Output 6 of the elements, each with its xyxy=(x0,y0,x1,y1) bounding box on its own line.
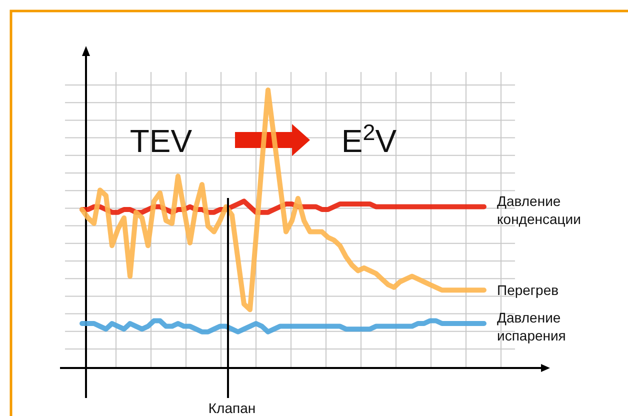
series-label: Давление испарения xyxy=(497,310,566,344)
annotation: E$^{2}$V xyxy=(341,120,398,159)
series-label: Перегрев xyxy=(497,282,559,298)
annotation: TEV xyxy=(130,123,193,159)
series-label: Давление конденсации xyxy=(497,192,581,227)
text: Клапан xyxy=(208,400,256,416)
